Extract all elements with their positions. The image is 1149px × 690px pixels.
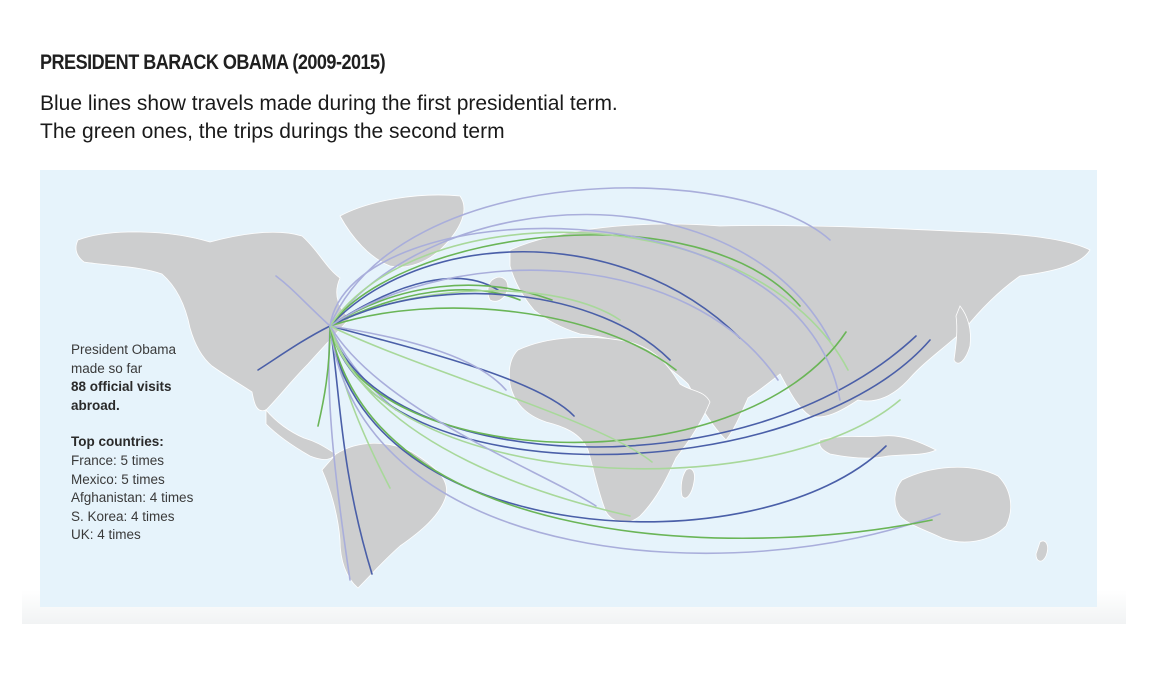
route-line <box>329 325 887 523</box>
intro-line-1: President Obama <box>71 342 177 357</box>
land-australia <box>894 466 1012 543</box>
world-map <box>75 187 1091 589</box>
route-line <box>329 325 597 507</box>
route-line <box>329 251 741 339</box>
top-country-item: UK: 4 times <box>71 527 141 543</box>
land-central-america <box>265 408 337 460</box>
land-indonesia <box>819 435 937 459</box>
top-country-item: Mexico: 5 times <box>71 471 165 487</box>
land-greenland <box>339 194 465 268</box>
land-south-america <box>321 442 448 589</box>
summary-panel: President Obama made so far 88 official … <box>71 341 193 545</box>
land-japan <box>953 305 971 364</box>
top-country-item: S. Korea: 4 times <box>71 508 175 524</box>
route-line <box>329 325 631 517</box>
landmasses <box>75 194 1091 589</box>
route-line <box>329 325 941 554</box>
top-country-item: France: 5 times <box>71 452 165 468</box>
top-countries-heading: Top countries: <box>71 434 164 450</box>
route-line <box>257 325 331 371</box>
land-new-zealand <box>1035 540 1048 562</box>
subtitle: Blue lines show travels made during the … <box>40 90 618 146</box>
route-line <box>329 325 575 417</box>
subtitle-line-1: Blue lines show travels made during the … <box>40 92 618 115</box>
route-line <box>329 307 677 371</box>
route-line <box>329 325 507 391</box>
visits-abroad: abroad. <box>71 397 120 413</box>
top-country-item: Afghanistan: 4 times <box>71 490 194 506</box>
route-line <box>329 325 653 463</box>
page-title: PRESIDENT BARACK OBAMA (2009-2015) <box>40 51 386 74</box>
route-line <box>329 269 779 381</box>
subtitle-line-2: The green ones, the trips durings the se… <box>40 120 505 143</box>
route-line <box>317 325 331 427</box>
route-line <box>329 234 801 327</box>
route-line <box>329 325 901 470</box>
route-line <box>329 325 373 575</box>
route-line <box>329 213 831 341</box>
route-line <box>329 292 671 361</box>
route-line <box>275 275 331 327</box>
intro-line-2: made so far <box>71 360 143 376</box>
route-line <box>329 187 831 327</box>
route-line <box>329 231 849 371</box>
land-north-america <box>75 231 351 412</box>
travel-routes <box>257 187 941 581</box>
route-line <box>329 325 847 444</box>
route-line <box>329 325 933 540</box>
route-line <box>329 325 917 448</box>
visits-count: 88 official visits <box>71 379 172 395</box>
land-madagascar <box>680 468 695 499</box>
route-line <box>329 227 841 401</box>
